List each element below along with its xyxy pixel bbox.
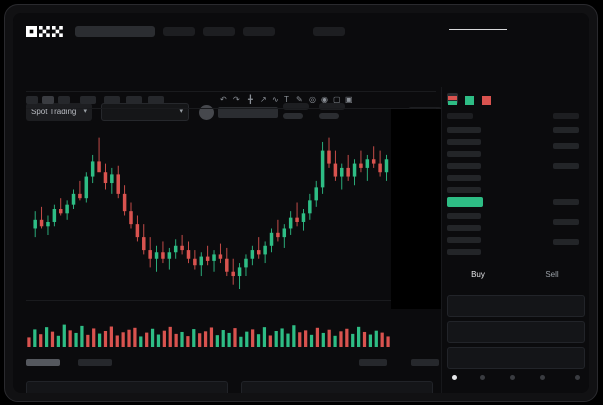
- candlestick-svg: [33, 124, 427, 290]
- orderbook-bid-row[interactable]: [447, 213, 481, 219]
- bottom-tab-open-orders[interactable]: [26, 359, 60, 366]
- orderbook-ask-row[interactable]: [447, 151, 481, 157]
- pagination-dot-5[interactable]: [575, 375, 580, 380]
- active-tab-underline: [449, 29, 507, 30]
- nav-item-3[interactable]: [243, 27, 275, 36]
- orderbook-ask-row[interactable]: [447, 127, 481, 133]
- lock-icon[interactable]: ▢: [333, 95, 341, 104]
- orderbook-last-price: [447, 197, 483, 207]
- orderbook-bid-row[interactable]: [447, 249, 481, 255]
- app-screen: Spot Trading ▾ ▾: [13, 13, 589, 393]
- bottom-panel-right: [241, 381, 433, 393]
- bottom-panel-left: [26, 381, 228, 393]
- chart-right-mask: [391, 109, 441, 309]
- chart-toolbar: ↶ ↷ ╋ ↗ ∿ T ✎ ◎ ◉ ▢ ▣: [26, 91, 436, 109]
- orderbook-total-value: [553, 239, 579, 245]
- market-type-label: Spot Trading: [31, 107, 77, 116]
- orderbook-ask-row[interactable]: [447, 187, 481, 193]
- bottom-tab-order-history[interactable]: [78, 359, 112, 366]
- top-navigation-bar: [13, 13, 589, 47]
- pair-name-label: [218, 107, 278, 118]
- ticker-stat-2: [319, 103, 345, 110]
- volume-chart: [26, 313, 391, 349]
- okx-logo[interactable]: [26, 25, 66, 38]
- volume-svg: [27, 324, 390, 347]
- pair-select[interactable]: ▾: [101, 103, 189, 121]
- price-chart[interactable]: [26, 109, 436, 309]
- orderbook-col-header-price: [447, 113, 473, 119]
- orderbook-total-value: [553, 219, 579, 225]
- market-type-select[interactable]: Spot Trading ▾: [26, 103, 92, 121]
- orderbook-total-value: [553, 199, 579, 205]
- order-amount-input[interactable]: [447, 321, 585, 343]
- nav-item-2[interactable]: [203, 27, 235, 36]
- crosshair-icon[interactable]: ╋: [248, 95, 253, 104]
- orderbook-asks-icon[interactable]: [481, 93, 492, 105]
- magnet-icon[interactable]: ◎: [309, 95, 316, 104]
- market-toolbar: Spot Trading ▾ ▾: [13, 55, 589, 121]
- pagination-dot-2[interactable]: [480, 375, 485, 380]
- ticker-stat-1-value: [283, 113, 303, 119]
- orderbook-total-value: [553, 127, 579, 133]
- timeframe-button-2[interactable]: [42, 96, 54, 104]
- pagination-dot-4[interactable]: [540, 375, 545, 380]
- timeframe-button-3[interactable]: [58, 96, 70, 104]
- bottom-tab-positions[interactable]: [359, 359, 387, 366]
- chart-axis-divider: [26, 300, 391, 301]
- brush-icon[interactable]: ✎: [296, 95, 303, 104]
- eye-icon[interactable]: ◉: [321, 95, 328, 104]
- indicator-button-3[interactable]: [148, 96, 164, 104]
- pagination-dots[interactable]: [447, 375, 587, 383]
- text-icon[interactable]: T: [284, 95, 289, 104]
- chevron-down-icon: ▾: [83, 108, 87, 115]
- indicator-button-2[interactable]: [126, 96, 142, 104]
- ticker-stat-1: [283, 103, 309, 110]
- orderbook-ask-row[interactable]: [447, 175, 481, 181]
- ticker-stat-2-value: [319, 113, 339, 119]
- orderbook-view-toggles[interactable]: [447, 93, 492, 105]
- timeframe-button-1[interactable]: [26, 96, 38, 104]
- chevron-down-icon: ▾: [179, 108, 183, 115]
- undo-icon[interactable]: ↶: [220, 95, 227, 104]
- buy-sell-tabs[interactable]: Buy Sell: [441, 268, 589, 288]
- nav-item-4[interactable]: [313, 27, 345, 36]
- timeframe-button-4[interactable]: [80, 96, 96, 104]
- device-bezel: Spot Trading ▾ ▾: [4, 4, 598, 402]
- orderbook-both-icon[interactable]: [447, 93, 458, 105]
- wave-icon[interactable]: ∿: [272, 95, 279, 104]
- search-input[interactable]: [75, 26, 155, 37]
- tab-sell[interactable]: Sell: [545, 270, 559, 279]
- tab-buy[interactable]: Buy: [471, 270, 485, 279]
- orderbook-total-value: [553, 163, 579, 169]
- order-total-input[interactable]: [447, 347, 585, 369]
- orderbook-ask-row[interactable]: [447, 163, 481, 169]
- orderbook-col-header-total: [553, 113, 579, 119]
- trendline-icon[interactable]: ↗: [260, 95, 267, 104]
- trash-icon[interactable]: ▣: [345, 95, 353, 104]
- indicator-button-1[interactable]: [104, 96, 120, 104]
- orderbook-ask-row[interactable]: [447, 139, 481, 145]
- orderbook-bids-icon[interactable]: [464, 93, 475, 105]
- nav-item-1[interactable]: [163, 27, 195, 36]
- orderbook-bid-row[interactable]: [447, 237, 481, 243]
- bottom-tab-assets[interactable]: [411, 359, 439, 366]
- order-price-input[interactable]: [447, 295, 585, 317]
- orderbook-total-value: [553, 143, 579, 149]
- pagination-dot-3[interactable]: [510, 375, 515, 380]
- redo-icon[interactable]: ↷: [233, 95, 240, 104]
- pagination-dot-1[interactable]: [452, 375, 457, 380]
- orderbook-bid-row[interactable]: [447, 225, 481, 231]
